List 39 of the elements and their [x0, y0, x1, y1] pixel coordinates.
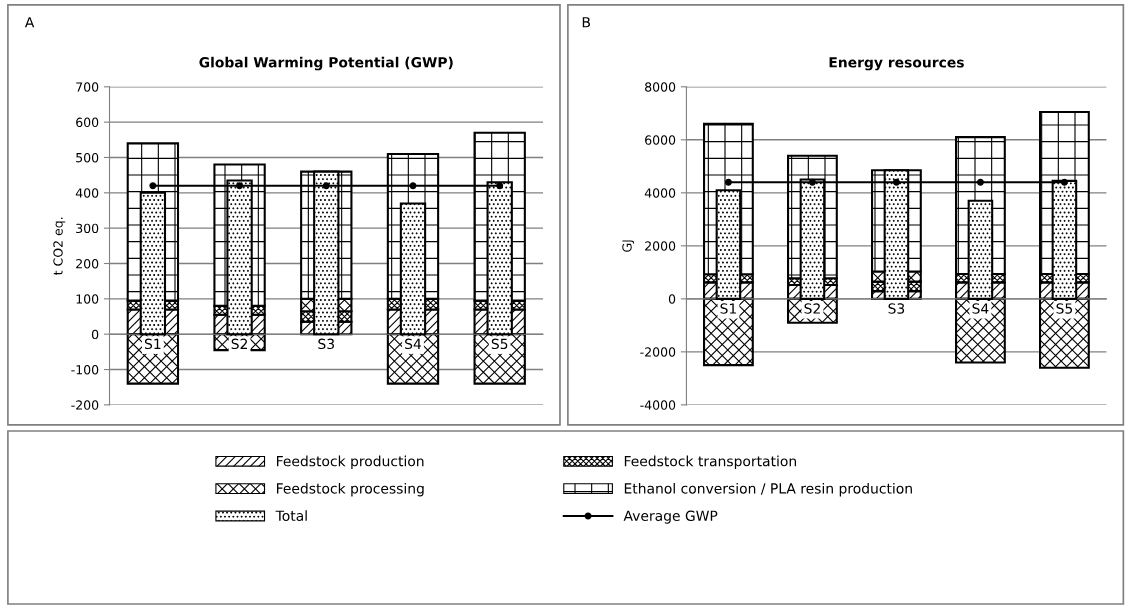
y-axis-title: GJ — [622, 240, 635, 252]
x-tick-label: S1 — [720, 303, 736, 314]
x-tick-label: S3 — [888, 303, 905, 314]
legend-label: Feedstock processing — [277, 482, 424, 497]
legend-label: Feedstock production — [277, 455, 424, 470]
x-tick-label: S2 — [231, 338, 248, 350]
y-tick-label: -4000 — [640, 400, 676, 410]
y-tick-label: -200 — [71, 400, 99, 410]
y-tick-label: 200 — [76, 258, 99, 269]
y-tick-label: -2000 — [640, 347, 676, 357]
y-tick-label: 400 — [75, 188, 99, 198]
y-tick-label: 100 — [76, 294, 99, 304]
y-tick-label: -100 — [71, 365, 99, 375]
y-tick-label: 6000 — [645, 135, 676, 145]
chart-title: Energy resources — [829, 57, 964, 71]
y-tick-label: 700 — [76, 82, 99, 92]
x-tick-label: S5 — [1056, 303, 1073, 314]
y-tick-label: 0 — [668, 294, 676, 304]
y-tick-label: 600 — [76, 117, 99, 128]
x-tick-label: S2 — [804, 303, 820, 314]
text: A — [24, 17, 35, 28]
legend-label: Feedstock transportation — [624, 455, 797, 470]
x-tick-label: S4 — [972, 303, 989, 314]
y-tick-label: 4000 — [644, 188, 676, 198]
y-tick-label: 300 — [76, 223, 99, 234]
y-tick-label: 500 — [76, 152, 99, 163]
chart-title: Global Warming Potential (GWP) — [199, 56, 453, 71]
x-tick-label: S1 — [144, 338, 161, 350]
y-axis-title: t CO2 eq. — [53, 217, 66, 275]
x-tick-label: S4 — [405, 338, 422, 350]
y-tick-label: 2000 — [645, 241, 676, 251]
legend-label: Average GWP — [623, 510, 718, 524]
legend-label: Ethanol conversion / PLA resin production — [624, 482, 912, 497]
y-tick-label: 0 — [91, 329, 99, 340]
y-tick-label: 8000 — [645, 82, 676, 92]
x-tick-label: S5 — [491, 338, 508, 350]
text: B — [582, 17, 590, 28]
legend-label: Total — [275, 510, 307, 522]
x-tick-label: S3 — [318, 338, 334, 350]
